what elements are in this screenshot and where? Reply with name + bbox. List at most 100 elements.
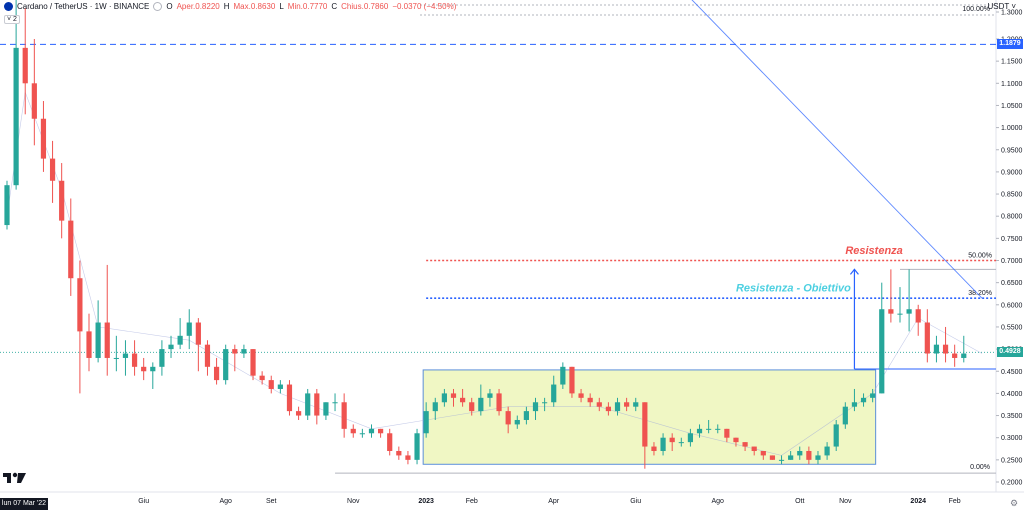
change-value: −0.0370 (−4.50%) [392,2,457,11]
market-status-icon [153,2,163,11]
currency-selector[interactable]: USDT ˅ [987,2,1016,11]
chevron-down-icon: ˅ [7,16,14,23]
candle-body [259,375,265,381]
candle-body [450,393,457,398]
descending-trendline [691,0,983,299]
candle-body [487,393,493,398]
candle-body [933,344,940,354]
candle-body [441,393,447,403]
candle-body [833,424,839,447]
candle-body [733,437,739,443]
candle-body [596,402,602,407]
candle-body [277,384,283,389]
candle-body [642,402,648,447]
candle-body [769,455,776,460]
candle-body [286,384,293,412]
fib-level-label: 0.00% [970,464,990,471]
crosshair-date-label: lun 07 Mar '22 [0,498,48,510]
candle-body [542,402,548,404]
candle-body [122,353,129,358]
low-label: L [279,2,284,11]
cardano-logo-icon [4,2,13,11]
x-tick-label: Feb [466,498,478,505]
candle-body [751,446,757,451]
candle-body [141,366,147,372]
gear-icon[interactable]: ⚙ [1010,498,1019,508]
y-tick-label: 1.0000 [1001,125,1023,132]
candle-body [177,335,183,345]
indicators-collapse-button[interactable]: ˅ 2 [4,15,20,24]
range-box [422,369,877,465]
candle-body [915,309,921,323]
candle-body [268,380,274,389]
candle-body [742,442,748,447]
candle-body [460,397,466,403]
level-price-tag: 1.1879 [997,39,1023,50]
candle-body [377,428,384,434]
y-tick-label: 0.5500 [1001,324,1023,331]
candle-body [824,446,830,456]
candle-body [396,450,402,456]
candle-body [587,397,593,403]
y-tick-label: 0.9000 [1001,169,1023,176]
candle-body [669,437,675,443]
y-tick-label: 1.3000 [1001,10,1023,17]
candle-body [478,397,484,412]
candle-body [350,428,356,434]
currency-label: USDT [987,2,1010,11]
x-tick-label: Ago [219,498,232,505]
x-tick-label: Nov [839,498,852,505]
candle-body [551,384,557,403]
candle-body [104,322,110,358]
candle-body [77,278,83,332]
candle-body [186,322,192,336]
candle-body [760,450,766,456]
candle-body [332,402,338,404]
candle-body [715,428,721,430]
candle-body [724,428,730,438]
candle-body [624,402,630,407]
chart-annotation: Resistenza [845,245,902,257]
candle-body [241,349,247,354]
fib-level-label: 50.00% [968,253,992,260]
candle-body [195,322,201,345]
chart-annotation: Resistenza - Obiettivo [736,283,851,295]
y-tick-label: 0.7500 [1001,236,1023,243]
x-tick-label: 2023 [418,498,434,505]
symbol-title[interactable]: Cardano / TetherUS · 1W · BINANCE [17,2,150,11]
y-tick-label: 0.7000 [1001,258,1023,265]
y-tick-label: 1.1500 [1001,59,1023,66]
candle-body [678,442,684,444]
chart-legend: Cardano / TetherUS · 1W · BINANCE O Aper… [4,2,456,11]
candle-body [131,353,138,367]
candle-body [505,411,511,425]
candle-body [359,433,365,435]
candle-body [59,180,65,221]
candle-body [387,433,393,451]
candle-body [924,322,930,354]
candle-body [432,402,438,412]
y-tick-label: 0.4000 [1001,391,1023,398]
candle-body [113,357,119,359]
close-value: Chius.0.7860 [341,2,389,11]
candle-body [469,402,475,412]
candle-body [223,349,229,381]
x-tick-label: Apr [548,498,560,505]
open-value: Aper.0.8220 [176,2,220,11]
x-tick-label: Feb [949,498,961,505]
y-tick-label: 0.3500 [1001,413,1023,420]
candle-body [952,353,958,358]
candle-body [323,402,329,416]
x-tick-label: Ago [712,498,725,505]
y-tick-label: 0.8500 [1001,192,1023,199]
chevron-down-icon: ˅ [1009,2,1016,11]
candle-body [633,402,639,407]
y-tick-label: 0.3000 [1001,435,1023,442]
tradingview-logo-icon [3,472,26,483]
candle-body [213,366,220,381]
candle-body [40,118,47,159]
candle-body [842,406,848,425]
candle-body [368,428,375,434]
y-tick-label: 0.2500 [1001,457,1023,464]
